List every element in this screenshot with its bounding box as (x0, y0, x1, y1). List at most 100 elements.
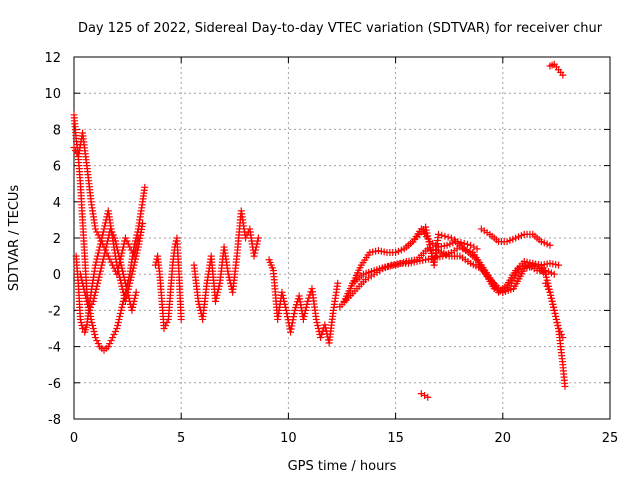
data-point (302, 303, 310, 311)
data-point (110, 331, 118, 339)
data-point (91, 288, 99, 296)
data-point (109, 334, 117, 342)
data-point (89, 297, 97, 305)
data-point (129, 303, 137, 311)
data-point (194, 297, 202, 305)
data-point (129, 267, 137, 275)
data-point (177, 315, 185, 323)
data-point (550, 306, 558, 314)
data-point (116, 258, 124, 266)
data-point (130, 252, 138, 260)
data-point (290, 313, 298, 321)
data-point (106, 340, 114, 348)
data-point (101, 246, 109, 254)
data-point (553, 318, 561, 326)
data-point (214, 288, 222, 296)
data-point (99, 255, 107, 263)
y-tick-label: -8 (48, 413, 61, 428)
data-point (254, 237, 262, 245)
data-point (104, 343, 112, 351)
data-point (113, 270, 121, 278)
data-point (463, 240, 471, 248)
data-point (278, 288, 286, 296)
data-point (113, 325, 121, 332)
series-trace-o (546, 60, 567, 79)
data-point (540, 267, 548, 275)
y-tick-label: -4 (48, 341, 61, 356)
data-point (129, 264, 137, 272)
data-point (94, 279, 102, 287)
grid-lines (74, 57, 610, 419)
data-point (299, 315, 307, 323)
data-point (552, 312, 560, 320)
data-point (89, 321, 97, 329)
data-point (555, 261, 563, 269)
data-point (542, 270, 550, 278)
data-point (124, 291, 132, 299)
data-point (91, 334, 99, 342)
data-point (282, 306, 290, 314)
data-point (139, 220, 147, 228)
data-point (106, 255, 114, 263)
data-point (438, 231, 446, 239)
data-point (556, 328, 564, 336)
data-point (88, 300, 96, 308)
data-point (126, 243, 134, 251)
data-point (94, 252, 102, 260)
data-point (131, 246, 139, 254)
x-tick-label: 20 (495, 431, 512, 446)
data-point (552, 315, 560, 323)
data-point (94, 231, 102, 239)
data-point (546, 288, 554, 296)
data-point (99, 258, 107, 266)
data-point (92, 285, 100, 293)
data-point (213, 291, 221, 299)
data-point (86, 303, 94, 311)
data-point (121, 234, 129, 242)
x-tick-label: 15 (387, 431, 404, 446)
y-tick-label: -2 (48, 304, 61, 319)
data-point (539, 264, 547, 272)
data-point (109, 231, 117, 239)
data-point (103, 240, 111, 248)
data-point (90, 328, 98, 336)
data-point (104, 234, 112, 242)
data-point (96, 267, 104, 275)
x-tick-label: 0 (70, 431, 78, 446)
data-points (70, 60, 569, 401)
data-point (106, 225, 114, 233)
data-point (280, 297, 288, 305)
series-trace-k (402, 223, 481, 269)
x-axis-label: GPS time / hours (288, 459, 397, 474)
data-point (91, 261, 99, 269)
data-point (551, 309, 559, 317)
series-trace-n (542, 279, 567, 342)
y-tick-label: -6 (48, 377, 61, 392)
data-point (107, 337, 115, 345)
data-point (115, 252, 123, 260)
data-point (252, 246, 260, 254)
data-point (163, 318, 171, 326)
data-point (254, 234, 262, 242)
data-point (104, 237, 112, 245)
data-point (131, 294, 139, 302)
data-point (122, 282, 130, 290)
data-point (91, 225, 99, 233)
data-point (317, 334, 325, 342)
data-point (447, 234, 455, 242)
data-point (100, 225, 108, 233)
data-point (112, 240, 120, 248)
data-point (134, 237, 142, 245)
data-point (542, 279, 550, 287)
data-point (288, 319, 296, 327)
data-point (78, 321, 86, 329)
data-point (283, 313, 291, 321)
data-point (253, 240, 261, 248)
data-point (417, 390, 425, 398)
data-point (79, 279, 87, 287)
data-point (559, 71, 567, 79)
series-trace-j (349, 245, 550, 296)
data-point (107, 258, 115, 266)
data-point (283, 310, 291, 318)
data-point (421, 391, 429, 399)
